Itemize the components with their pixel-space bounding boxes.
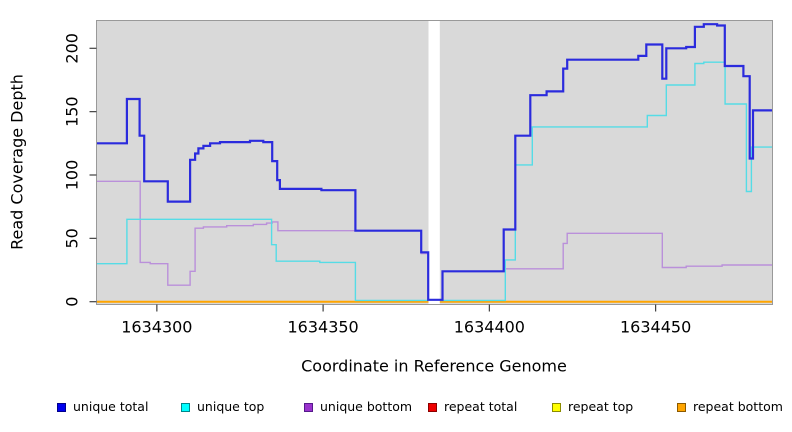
y-axis: 0 50 100 150 200 — [63, 33, 97, 307]
y-tick-label: 150 — [63, 96, 82, 127]
legend-label: repeat top — [568, 399, 634, 414]
coverage-gap-band — [428, 21, 440, 305]
legend-item: unique total — [57, 398, 148, 416]
legend-label: repeat bottom — [693, 399, 783, 414]
y-tick-label: 100 — [63, 160, 82, 191]
legend-swatch-icon — [57, 402, 66, 412]
series-line-unique-total — [97, 23, 772, 301]
legend-label: unique bottom — [320, 399, 413, 414]
legend-label: unique top — [197, 399, 265, 414]
x-tick-label: 1634350 — [287, 318, 358, 337]
legend-item: repeat bottom — [677, 398, 783, 416]
legend-swatch-icon — [428, 402, 437, 412]
coverage-chart: 1634300 1634350 1634400 1634450 0 50 100 150 20… — [8, 20, 773, 376]
y-tick-label: 50 — [63, 228, 82, 248]
y-axis-title: Read Coverage Depth — [8, 74, 27, 250]
legend-swatch-icon — [304, 402, 313, 412]
y-tick-label: 0 — [63, 297, 82, 307]
legend-swatch-icon — [552, 402, 561, 412]
legend-label: repeat total — [444, 399, 518, 414]
series-over-mask — [97, 23, 772, 301]
chart-legend: unique total unique top unique bottom re… — [0, 398, 792, 420]
x-tick-label: 1634400 — [454, 318, 525, 337]
legend-swatch-icon — [181, 402, 190, 412]
legend-item: repeat top — [552, 398, 633, 416]
series-line-unique-top — [97, 61, 772, 302]
x-axis: 1634300 1634350 1634400 1634450 — [121, 304, 691, 337]
x-axis-title: Coordinate in Reference Genome — [301, 357, 567, 376]
y-tick-label: 200 — [63, 33, 82, 64]
x-tick-label: 1634300 — [121, 318, 192, 337]
legend-item: unique bottom — [304, 398, 412, 416]
plot-panel-border — [96, 20, 773, 305]
x-tick-label: 1634450 — [620, 318, 691, 337]
legend-item: unique top — [181, 398, 264, 416]
legend-swatch-icon — [677, 402, 686, 412]
legend-label: unique total — [73, 399, 149, 414]
series-line-unique-bottom — [97, 180, 772, 302]
legend-item: repeat total — [428, 398, 517, 416]
